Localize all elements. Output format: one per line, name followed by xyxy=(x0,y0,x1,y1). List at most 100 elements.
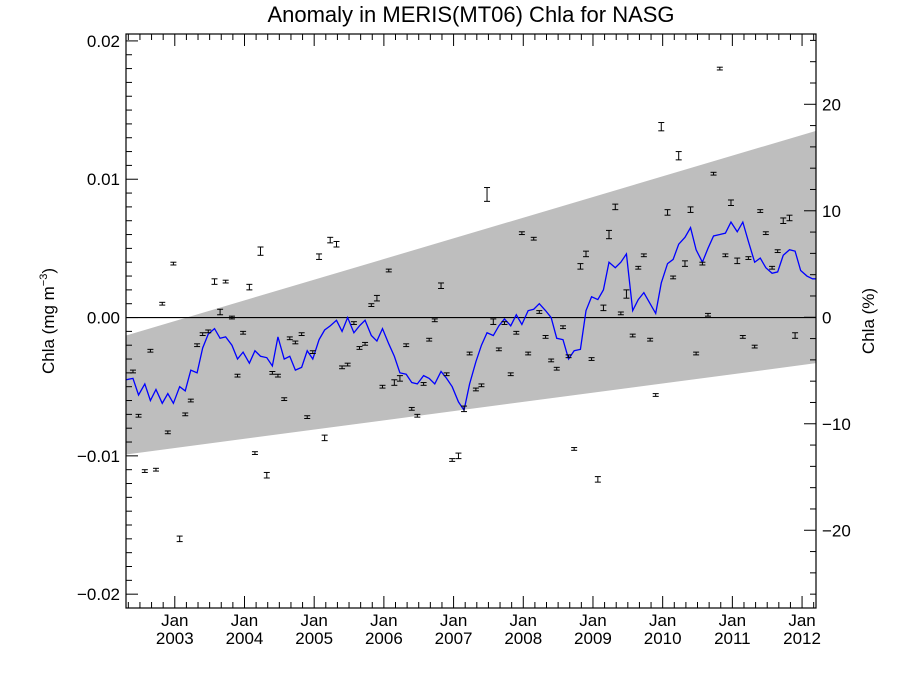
errorbar-point xyxy=(205,329,212,334)
errorbar-point xyxy=(269,370,276,375)
errorbar-point xyxy=(664,209,671,216)
left-y-axis-title: Chla (mg m−3) xyxy=(38,268,58,374)
errorbar-point xyxy=(286,336,293,341)
errorbar-point xyxy=(466,351,473,356)
errorbar-point xyxy=(164,430,171,435)
errorbar-point xyxy=(304,415,311,420)
x-tick-month-label: Jan xyxy=(440,611,467,630)
errorbar-point xyxy=(530,236,537,241)
x-tick-year-label: 2011 xyxy=(714,629,751,648)
errorbar-point xyxy=(152,467,159,472)
errorbar-point xyxy=(495,347,502,352)
left-y-axis: −0.02 −0.01 0.00 0.01 0.02 xyxy=(77,32,138,609)
errorbar-point xyxy=(333,240,340,248)
y-right-tick-label: −20 xyxy=(822,521,851,540)
x-tick-month-label: Jan xyxy=(231,611,258,630)
errorbar-point xyxy=(246,283,253,291)
errorbar-point xyxy=(234,373,241,378)
plot-frame xyxy=(125,33,817,609)
errorbar-point xyxy=(600,304,607,312)
x-tick-month-label: Jan xyxy=(510,611,537,630)
x-tick-month-label: Jan xyxy=(788,611,815,630)
errorbar-point xyxy=(699,261,706,266)
errorbar-point xyxy=(774,249,781,254)
x-tick-year-label: 2003 xyxy=(156,629,194,648)
errorbar-point xyxy=(507,372,514,377)
errorbar-point xyxy=(548,358,555,363)
errorbar-point xyxy=(379,384,386,389)
errorbar-point xyxy=(542,335,549,339)
x-tick-month-label: Jan xyxy=(370,611,397,630)
errorbar-point xyxy=(240,330,247,335)
errorbar-point xyxy=(786,214,793,222)
x-tick-year-label: 2005 xyxy=(295,629,333,648)
x-tick-month-label: Jan xyxy=(579,611,606,630)
errorbar-point xyxy=(670,275,677,280)
errorbar-point xyxy=(635,265,642,270)
errorbar-point xyxy=(373,294,380,302)
errorbar-point xyxy=(769,265,776,270)
errorbar-point xyxy=(135,413,142,418)
errorbar-point xyxy=(478,383,485,388)
errorbar-point xyxy=(141,469,148,473)
errorbar-point xyxy=(757,209,764,213)
right-y-axis-title: Chla (%) xyxy=(859,288,878,354)
errorbar-point xyxy=(396,375,403,382)
y-right-tick-label: 20 xyxy=(822,95,841,114)
errorbar-point xyxy=(316,253,323,260)
errorbar-point xyxy=(455,452,462,460)
errorbar-point xyxy=(194,343,201,348)
x-tick-year-label: 2012 xyxy=(783,629,821,648)
errorbar-point xyxy=(571,447,578,451)
errorbar-point xyxy=(362,341,369,346)
y-left-tick-label: 0.02 xyxy=(87,32,120,51)
errorbar-point xyxy=(228,315,235,320)
errorbar-point xyxy=(309,350,316,355)
trend-band xyxy=(126,130,816,455)
errorbar-point xyxy=(222,279,229,284)
errorbar-point xyxy=(617,311,624,316)
errorbar-point xyxy=(640,253,647,258)
errorbar-point xyxy=(426,337,433,342)
errorbar-point xyxy=(391,379,398,386)
errorbar-point xyxy=(408,406,415,411)
x-tick-year-label: 2006 xyxy=(365,629,403,648)
x-tick-month-label: Jan xyxy=(649,611,676,630)
errorbar-point xyxy=(629,333,636,338)
x-tick-month-label: Jan xyxy=(719,611,746,630)
errorbar-point xyxy=(274,373,281,378)
errorbar-point xyxy=(344,362,351,367)
errorbar-point xyxy=(588,357,595,361)
errorbar-point xyxy=(727,199,734,207)
errorbar-point xyxy=(518,231,525,236)
x-tick-year-label: 2008 xyxy=(504,629,542,648)
errorbar-point xyxy=(217,308,224,316)
errorbar-point xyxy=(513,330,520,335)
errorbar-point xyxy=(722,253,729,258)
errorbar-point xyxy=(211,278,218,285)
errorbar-point xyxy=(176,535,183,543)
x-axis: Jan2003Jan2004Jan2005Jan2006Jan2007Jan20… xyxy=(127,34,821,648)
errorbar-point xyxy=(792,332,799,339)
y-left-tick-label: 0.00 xyxy=(87,309,120,328)
errorbar-point xyxy=(385,268,392,273)
errorbar-point xyxy=(292,340,299,345)
errorbar-point xyxy=(251,451,258,455)
errorbar-point xyxy=(560,325,566,330)
errorbar-point xyxy=(403,343,410,348)
x-tick-year-label: 2009 xyxy=(574,629,612,648)
y-right-tick-label: 0 xyxy=(822,308,831,327)
errorbar-point xyxy=(693,351,700,356)
errorbar-point xyxy=(414,413,421,418)
errorbar-point xyxy=(431,318,438,323)
errorbar-point xyxy=(327,236,334,244)
x-tick-year-label: 2010 xyxy=(644,629,682,648)
errorbar-point xyxy=(472,387,479,392)
errorbar-point xyxy=(623,289,630,299)
errorbar-point xyxy=(159,301,166,306)
errorbar-point xyxy=(449,458,456,462)
errorbar-point xyxy=(612,203,619,211)
errorbar-point xyxy=(368,303,375,307)
errorbar-point xyxy=(484,187,491,202)
